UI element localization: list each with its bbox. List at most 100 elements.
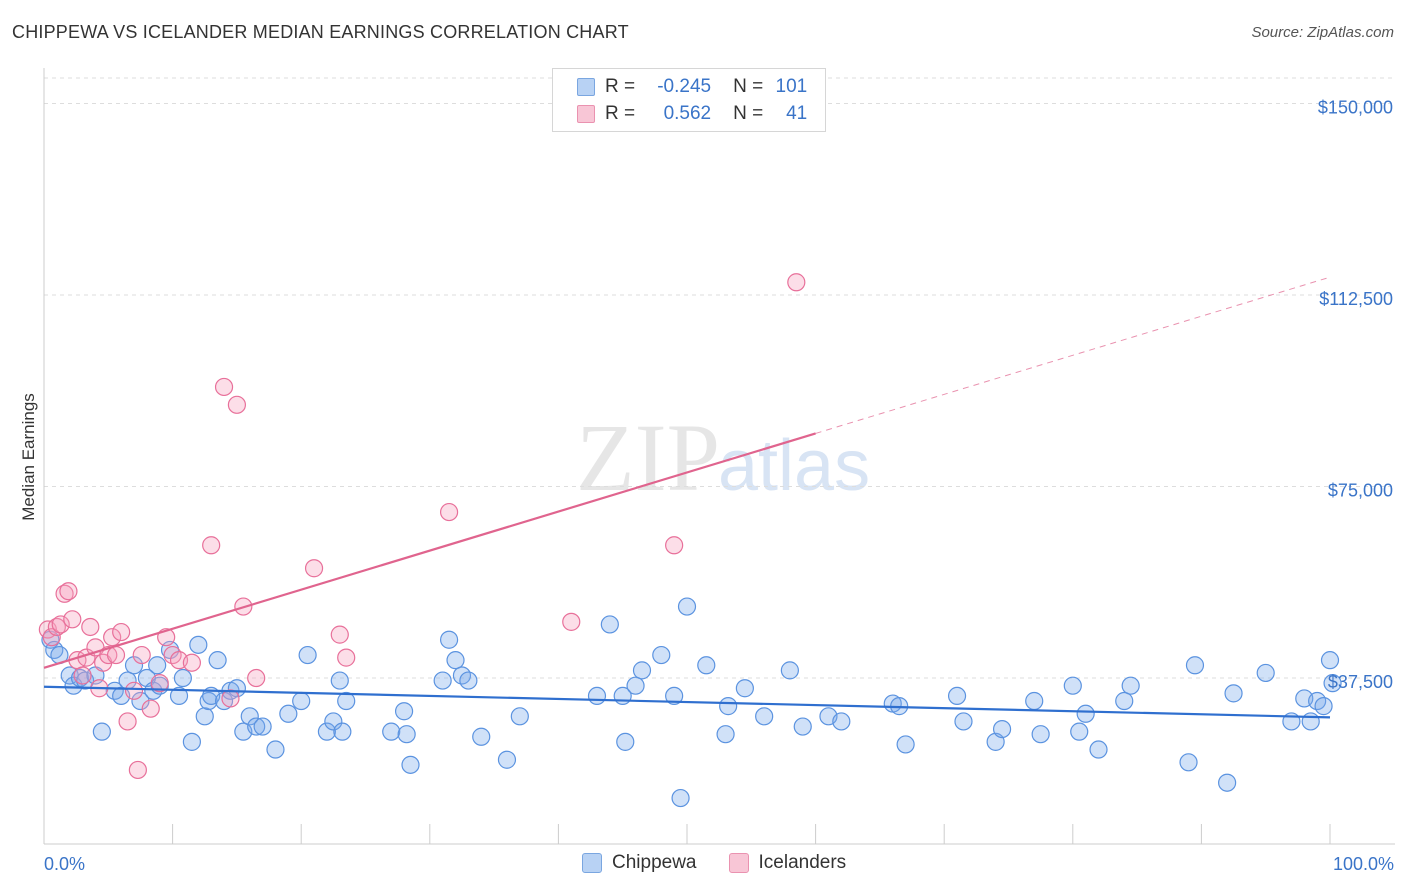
- chippewa-point-48: [439, 630, 459, 649]
- chippewa-point-76: [896, 735, 915, 754]
- chippewa-point-47: [433, 671, 452, 690]
- chippewa-legend-swatch: [582, 853, 602, 873]
- chippewa-point-77: [947, 686, 967, 706]
- icelander-point-29: [221, 689, 240, 708]
- chippewa-point-41: [333, 722, 352, 741]
- chippewa-point-43: [382, 722, 401, 741]
- chippewa-point-45: [397, 725, 416, 744]
- chippewa-point-83: [1063, 676, 1082, 695]
- icelander-point-1: [42, 628, 61, 647]
- chippewa-point-85: [1076, 704, 1095, 723]
- chippewa-point-24: [199, 691, 218, 711]
- legend-r-value: -0.245: [657, 76, 712, 97]
- chippewa-point-32: [247, 717, 266, 736]
- icelander-point-17: [112, 622, 131, 642]
- chippewa-point-46: [401, 755, 420, 774]
- chippewa-point-64: [677, 597, 697, 616]
- icelander-point-36: [337, 648, 356, 667]
- chippewa-point-16: [148, 656, 167, 675]
- chippewa-point-69: [755, 707, 774, 726]
- y-axis-label: Median Earnings: [19, 393, 38, 521]
- chippewa-point-66: [716, 725, 735, 744]
- icelander-point-22: [141, 699, 160, 718]
- legend-r-value: 0.562: [663, 103, 712, 124]
- chippewa-point-40: [330, 671, 349, 690]
- icelander-point-40: [787, 273, 806, 292]
- chippewa-point-22: [189, 635, 208, 654]
- chippewa-point-62: [665, 686, 684, 706]
- chippewa-point-20: [173, 668, 192, 688]
- chippewa-point-19: [169, 686, 189, 706]
- chippewa-point-68: [735, 679, 754, 698]
- legend-item-chippewa[interactable]: Chippewa: [582, 852, 697, 874]
- chippewa-point-89: [1179, 753, 1198, 772]
- chippewa-point-63: [671, 788, 690, 808]
- y-tick-labels: $37,500 $75,000 $112,500 $150,000: [1318, 98, 1393, 692]
- icelanders-swatch: [577, 105, 595, 123]
- chippewa-point-12: [124, 656, 144, 675]
- chippewa-point-36: [292, 691, 311, 711]
- legend-n-label: N =: [733, 76, 764, 97]
- chippewa-point-73: [832, 712, 851, 731]
- x-tick-label-min: 0.0%: [44, 854, 85, 874]
- chippewa-point-51: [459, 671, 478, 690]
- chippewa-point-100: [1323, 674, 1342, 693]
- chippewa-point-35: [279, 704, 298, 723]
- icelander-point-35: [330, 625, 349, 644]
- chippewa-point-38: [317, 722, 337, 741]
- watermark-atlas: atlas: [718, 426, 870, 506]
- y-tick-label-1: $75,000: [1328, 481, 1393, 501]
- chippewa-point-96: [1301, 712, 1320, 731]
- x-tick-label-max: 100.0%: [1333, 854, 1394, 874]
- chippewa-point-56: [600, 615, 619, 634]
- series-legend: Chippewa Icelanders: [582, 852, 878, 874]
- trend-lines: [43, 276, 1331, 719]
- chippewa-point-67: [719, 697, 738, 716]
- axes: [43, 68, 1395, 845]
- chippewa-point-87: [1115, 691, 1134, 711]
- chippewa-point-39: [324, 712, 343, 731]
- icelander-trend-extension: [815, 276, 1331, 434]
- chippewa-point-91: [1218, 773, 1237, 792]
- chippewa-point-92: [1224, 684, 1243, 703]
- icelander-point-5: [59, 582, 78, 601]
- icelander-point-33: [202, 536, 221, 555]
- chippewa-point-42: [337, 691, 356, 711]
- chippewa-point-86: [1089, 740, 1108, 759]
- chippewa-point-31: [240, 707, 259, 726]
- chippewa-point-98: [1314, 697, 1333, 716]
- y-tick-label-2: $112,500: [1319, 289, 1393, 309]
- icelander-point-21: [132, 645, 151, 665]
- chippewa-point-23: [195, 707, 214, 726]
- icelander-point-19: [124, 681, 144, 700]
- chippewa-point-13: [131, 691, 150, 711]
- legend-n-value: 101: [775, 76, 808, 97]
- y-tick-label-3: $150,000: [1318, 98, 1393, 118]
- chippewa-point-82: [1031, 725, 1050, 744]
- icelanders-legend-label: Icelanders: [758, 852, 847, 873]
- chippewa-point-26: [208, 651, 227, 670]
- chippewa-point-78: [954, 712, 973, 731]
- legend-r-label: R =: [605, 103, 636, 124]
- icelander-point-20: [128, 760, 147, 780]
- chippewa-point-53: [497, 750, 517, 769]
- icelander-trend-line: [43, 432, 816, 669]
- chippewa-point-93: [1256, 663, 1275, 683]
- legend-item-icelanders[interactable]: Icelanders: [728, 852, 847, 874]
- chippewa-point-80: [992, 719, 1012, 739]
- icelander-point-18: [118, 712, 137, 731]
- chippewa-legend-label: Chippewa: [612, 852, 697, 873]
- chippewa-point-33: [253, 717, 272, 736]
- icelanders-legend-swatch: [728, 853, 749, 873]
- icelander-point-37: [439, 502, 459, 522]
- icelander-point-28: [214, 377, 234, 397]
- icelander-point-39: [665, 536, 684, 555]
- legend-n-label: N =: [733, 103, 764, 124]
- chippewa-swatch: [577, 78, 595, 96]
- chippewa-point-71: [793, 717, 812, 736]
- chippewa-points: [41, 597, 1342, 808]
- legend-row-icelanders: R = 0.562 N = 41: [553, 101, 807, 127]
- chippewa-point-44: [394, 702, 414, 721]
- legend-n-value: 41: [786, 103, 808, 124]
- chippewa-point-81: [1025, 691, 1044, 711]
